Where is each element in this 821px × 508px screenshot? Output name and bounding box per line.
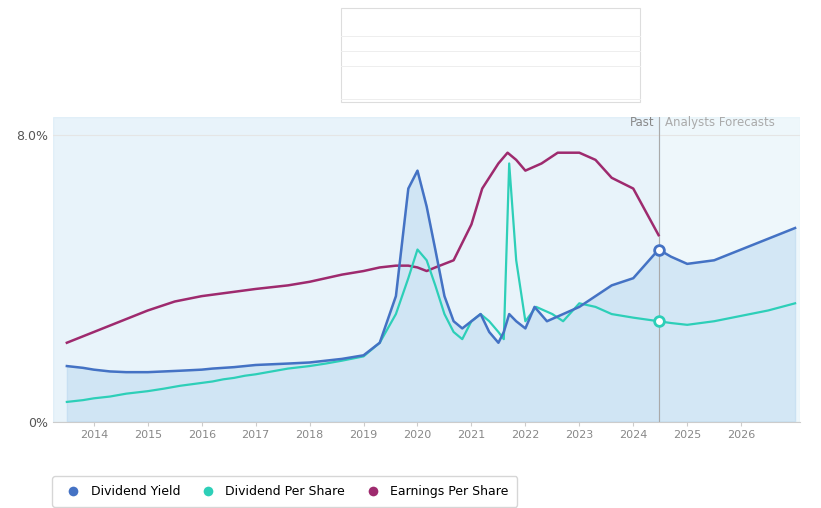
Text: Jun 19 2024: Jun 19 2024 xyxy=(351,23,434,36)
Text: Earnings Per Share: Earnings Per Share xyxy=(351,78,456,88)
Bar xyxy=(658,117,800,422)
Bar xyxy=(53,117,658,422)
Text: Analysts Forecasts: Analysts Forecasts xyxy=(665,116,775,130)
Text: No data: No data xyxy=(472,78,516,88)
Text: R0.530: R0.530 xyxy=(472,61,516,71)
Text: Dividend Per Share: Dividend Per Share xyxy=(351,61,457,71)
Legend: Dividend Yield, Dividend Per Share, Earnings Per Share: Dividend Yield, Dividend Per Share, Earn… xyxy=(53,477,517,507)
Text: Dividend Yield: Dividend Yield xyxy=(351,44,430,54)
Text: /yr: /yr xyxy=(517,61,536,71)
Text: Past: Past xyxy=(630,116,654,130)
Text: 4.8%: 4.8% xyxy=(472,44,503,54)
Text: /yr: /yr xyxy=(499,44,518,54)
